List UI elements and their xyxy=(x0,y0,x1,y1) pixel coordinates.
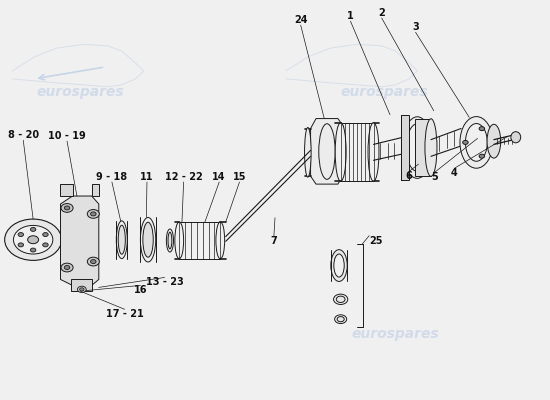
Text: eurospares: eurospares xyxy=(351,327,439,341)
Polygon shape xyxy=(401,114,409,180)
Polygon shape xyxy=(92,184,99,196)
Text: 7: 7 xyxy=(271,236,277,246)
Ellipse shape xyxy=(406,124,428,171)
Circle shape xyxy=(91,260,96,264)
Text: 16: 16 xyxy=(134,286,147,296)
Circle shape xyxy=(13,226,53,254)
Circle shape xyxy=(30,228,36,231)
Text: 11: 11 xyxy=(140,172,153,182)
Text: 24: 24 xyxy=(294,15,307,25)
Text: 13 - 23: 13 - 23 xyxy=(146,278,183,288)
Ellipse shape xyxy=(305,128,311,177)
Polygon shape xyxy=(60,196,99,286)
Text: 9 - 18: 9 - 18 xyxy=(96,172,128,182)
Circle shape xyxy=(80,288,84,291)
Circle shape xyxy=(28,236,38,244)
Ellipse shape xyxy=(335,122,346,181)
Text: 10 - 19: 10 - 19 xyxy=(48,131,86,141)
Circle shape xyxy=(87,210,100,218)
Ellipse shape xyxy=(425,119,437,176)
Text: 14: 14 xyxy=(212,172,226,182)
Ellipse shape xyxy=(337,316,344,322)
Circle shape xyxy=(64,206,70,210)
Ellipse shape xyxy=(143,222,153,257)
Ellipse shape xyxy=(336,296,345,302)
Ellipse shape xyxy=(216,222,224,259)
Circle shape xyxy=(64,266,70,270)
Text: 5: 5 xyxy=(431,172,438,182)
Text: eurospares: eurospares xyxy=(340,85,428,99)
Text: 25: 25 xyxy=(369,236,383,246)
Circle shape xyxy=(30,248,36,252)
Ellipse shape xyxy=(368,122,379,181)
Text: 4: 4 xyxy=(451,168,458,178)
Ellipse shape xyxy=(116,221,127,258)
Ellipse shape xyxy=(511,132,521,143)
Circle shape xyxy=(43,243,48,247)
Ellipse shape xyxy=(319,124,335,179)
Circle shape xyxy=(18,243,24,247)
Circle shape xyxy=(61,204,73,212)
Text: 3: 3 xyxy=(412,22,419,32)
Ellipse shape xyxy=(334,254,344,277)
Circle shape xyxy=(43,232,48,236)
Text: 17 - 21: 17 - 21 xyxy=(106,309,144,319)
Ellipse shape xyxy=(168,232,172,249)
Circle shape xyxy=(18,232,24,236)
Text: 6: 6 xyxy=(406,171,412,182)
Ellipse shape xyxy=(331,250,347,282)
Ellipse shape xyxy=(465,124,487,161)
Circle shape xyxy=(61,263,73,272)
Text: 2: 2 xyxy=(378,8,385,18)
Ellipse shape xyxy=(487,124,500,158)
Ellipse shape xyxy=(333,294,348,304)
Polygon shape xyxy=(60,184,73,196)
Polygon shape xyxy=(415,118,431,176)
Polygon shape xyxy=(72,280,92,291)
Ellipse shape xyxy=(140,218,156,262)
Ellipse shape xyxy=(118,225,125,254)
Circle shape xyxy=(479,127,485,131)
Polygon shape xyxy=(311,118,343,184)
Text: eurospares: eurospares xyxy=(37,85,124,99)
Circle shape xyxy=(4,219,62,260)
Circle shape xyxy=(87,257,100,266)
Ellipse shape xyxy=(175,222,184,259)
Circle shape xyxy=(479,154,485,158)
Text: 8 - 20: 8 - 20 xyxy=(8,130,39,140)
Ellipse shape xyxy=(402,117,432,178)
Text: 12 - 22: 12 - 22 xyxy=(165,172,202,182)
Circle shape xyxy=(463,140,468,144)
Ellipse shape xyxy=(167,229,173,252)
Ellipse shape xyxy=(334,315,346,324)
Ellipse shape xyxy=(460,116,493,168)
Circle shape xyxy=(78,286,86,292)
Circle shape xyxy=(91,212,96,216)
Text: 1: 1 xyxy=(347,11,354,21)
Text: 15: 15 xyxy=(233,172,246,182)
